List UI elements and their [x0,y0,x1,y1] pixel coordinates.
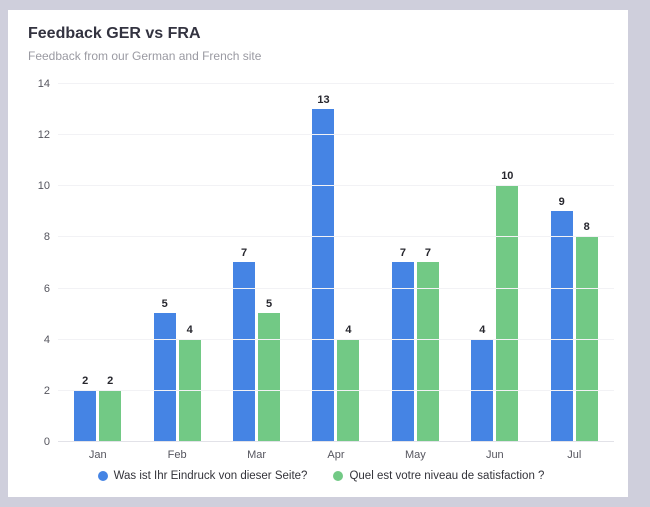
x-axis-label: Feb [167,449,187,461]
bar-value-label: 5 [265,298,273,311]
x-axis-label: Jul [567,449,582,461]
gridline [58,338,614,340]
y-tick-label: 4 [43,333,50,346]
bar-ger[interactable] [312,108,335,441]
bar-column: 7 [416,247,439,441]
bar-column: 4 [337,323,360,441]
legend-dot-icon [333,471,344,481]
bar-fra[interactable] [258,313,281,441]
bar-value-label: 7 [424,247,431,259]
bar-column: 2 [74,374,97,441]
bar-value-label: 10 [501,170,514,183]
bar-value-label: 2 [107,374,114,387]
bar-column: 5 [258,298,281,441]
chart-subtitle: Feedback from our German and French site [28,49,262,63]
legend-label: Quel est votre niveau de satisfaction ? [349,470,545,482]
y-tick-label: 2 [43,384,50,397]
bar-value-label: 13 [317,93,330,106]
legend-label: Was ist Ihr Eindruck von dieser Seite? [113,470,308,482]
bar-fra[interactable] [99,389,122,441]
legend-dot-icon [97,471,108,481]
x-axis-label: Jun [485,449,504,461]
x-axis-label: May [405,449,426,461]
bar-ger[interactable] [391,262,414,441]
bar-value-label: 2 [82,374,89,387]
bar-column: 4 [471,323,494,441]
bar-column: 13 [312,93,335,441]
bar-chart: 0 2 4 6 8 10 12 14 2 2 5 4 7 5 13 4 7 7 4 10 9 8 Jan Feb Mar Ap… [28,78,614,482]
y-tick-label: 0 [43,436,50,448]
chart-legend: Was ist Ihr Eindruck von dieser Seite? Qu… [28,470,614,482]
y-tick-label: 8 [43,231,50,244]
bar-ger[interactable] [74,389,97,441]
bar-groups: 2 2 5 4 7 5 13 4 7 7 4 10 9 8 [58,84,614,441]
bar-column: 2 [99,374,122,441]
bar-ger[interactable] [233,262,256,441]
y-tick-label: 14 [37,78,50,90]
bar-group: 13 4 [296,84,375,441]
bar-column: 5 [153,298,176,441]
bar-column: 4 [178,323,201,441]
plot-area: 2 2 5 4 7 5 13 4 7 7 4 10 9 8 [58,83,614,442]
bar-fra[interactable] [496,185,519,441]
bar-value-label: 4 [479,323,486,336]
bar-column: 8 [575,221,598,441]
bar-column: 10 [496,170,519,441]
gridline [58,287,614,289]
legend-item[interactable]: Quel est votre niveau de satisfaction ? [333,470,544,482]
bar-ger[interactable] [153,313,176,441]
x-axis: Jan Feb Mar Apr May Jun Jul [28,442,614,461]
bar-value-label: 9 [558,195,565,208]
x-axis-labels: Jan Feb Mar Apr May Jun Jul [58,442,614,461]
bar-value-label: 4 [186,323,193,336]
gridline [58,83,614,84]
y-tick-label: 10 [37,180,50,193]
gridline [58,236,614,238]
bar-column: 7 [391,247,414,441]
bar-ger[interactable] [550,210,573,441]
y-axis: 0 2 4 6 8 10 12 14 [28,78,58,448]
chart-title: Feedback GER vs FRA [28,25,201,42]
gridline [58,185,614,187]
bar-fra[interactable] [416,262,439,441]
x-axis-label: Apr [327,449,345,461]
bar-value-label: 5 [161,298,168,311]
x-axis-label: Jan [88,449,107,461]
y-tick-label: 6 [43,282,50,295]
bar-value-label: 7 [399,247,406,259]
bar-value-label: 8 [583,221,590,234]
bar-value-label: 4 [345,323,352,336]
bar-column: 7 [233,247,256,441]
legend-item[interactable]: Was ist Ihr Eindruck von dieser Seite? [97,470,308,482]
gridline [58,134,614,136]
bar-group: 4 10 [455,84,534,441]
x-axis-label: Mar [247,449,267,461]
bar-value-label: 7 [240,247,248,259]
y-tick-label: 12 [37,129,50,142]
bar-column: 9 [550,195,573,441]
gridline [58,389,614,391]
chart-card: Feedback GER vs FRA Feedback from our Ge… [8,10,628,497]
